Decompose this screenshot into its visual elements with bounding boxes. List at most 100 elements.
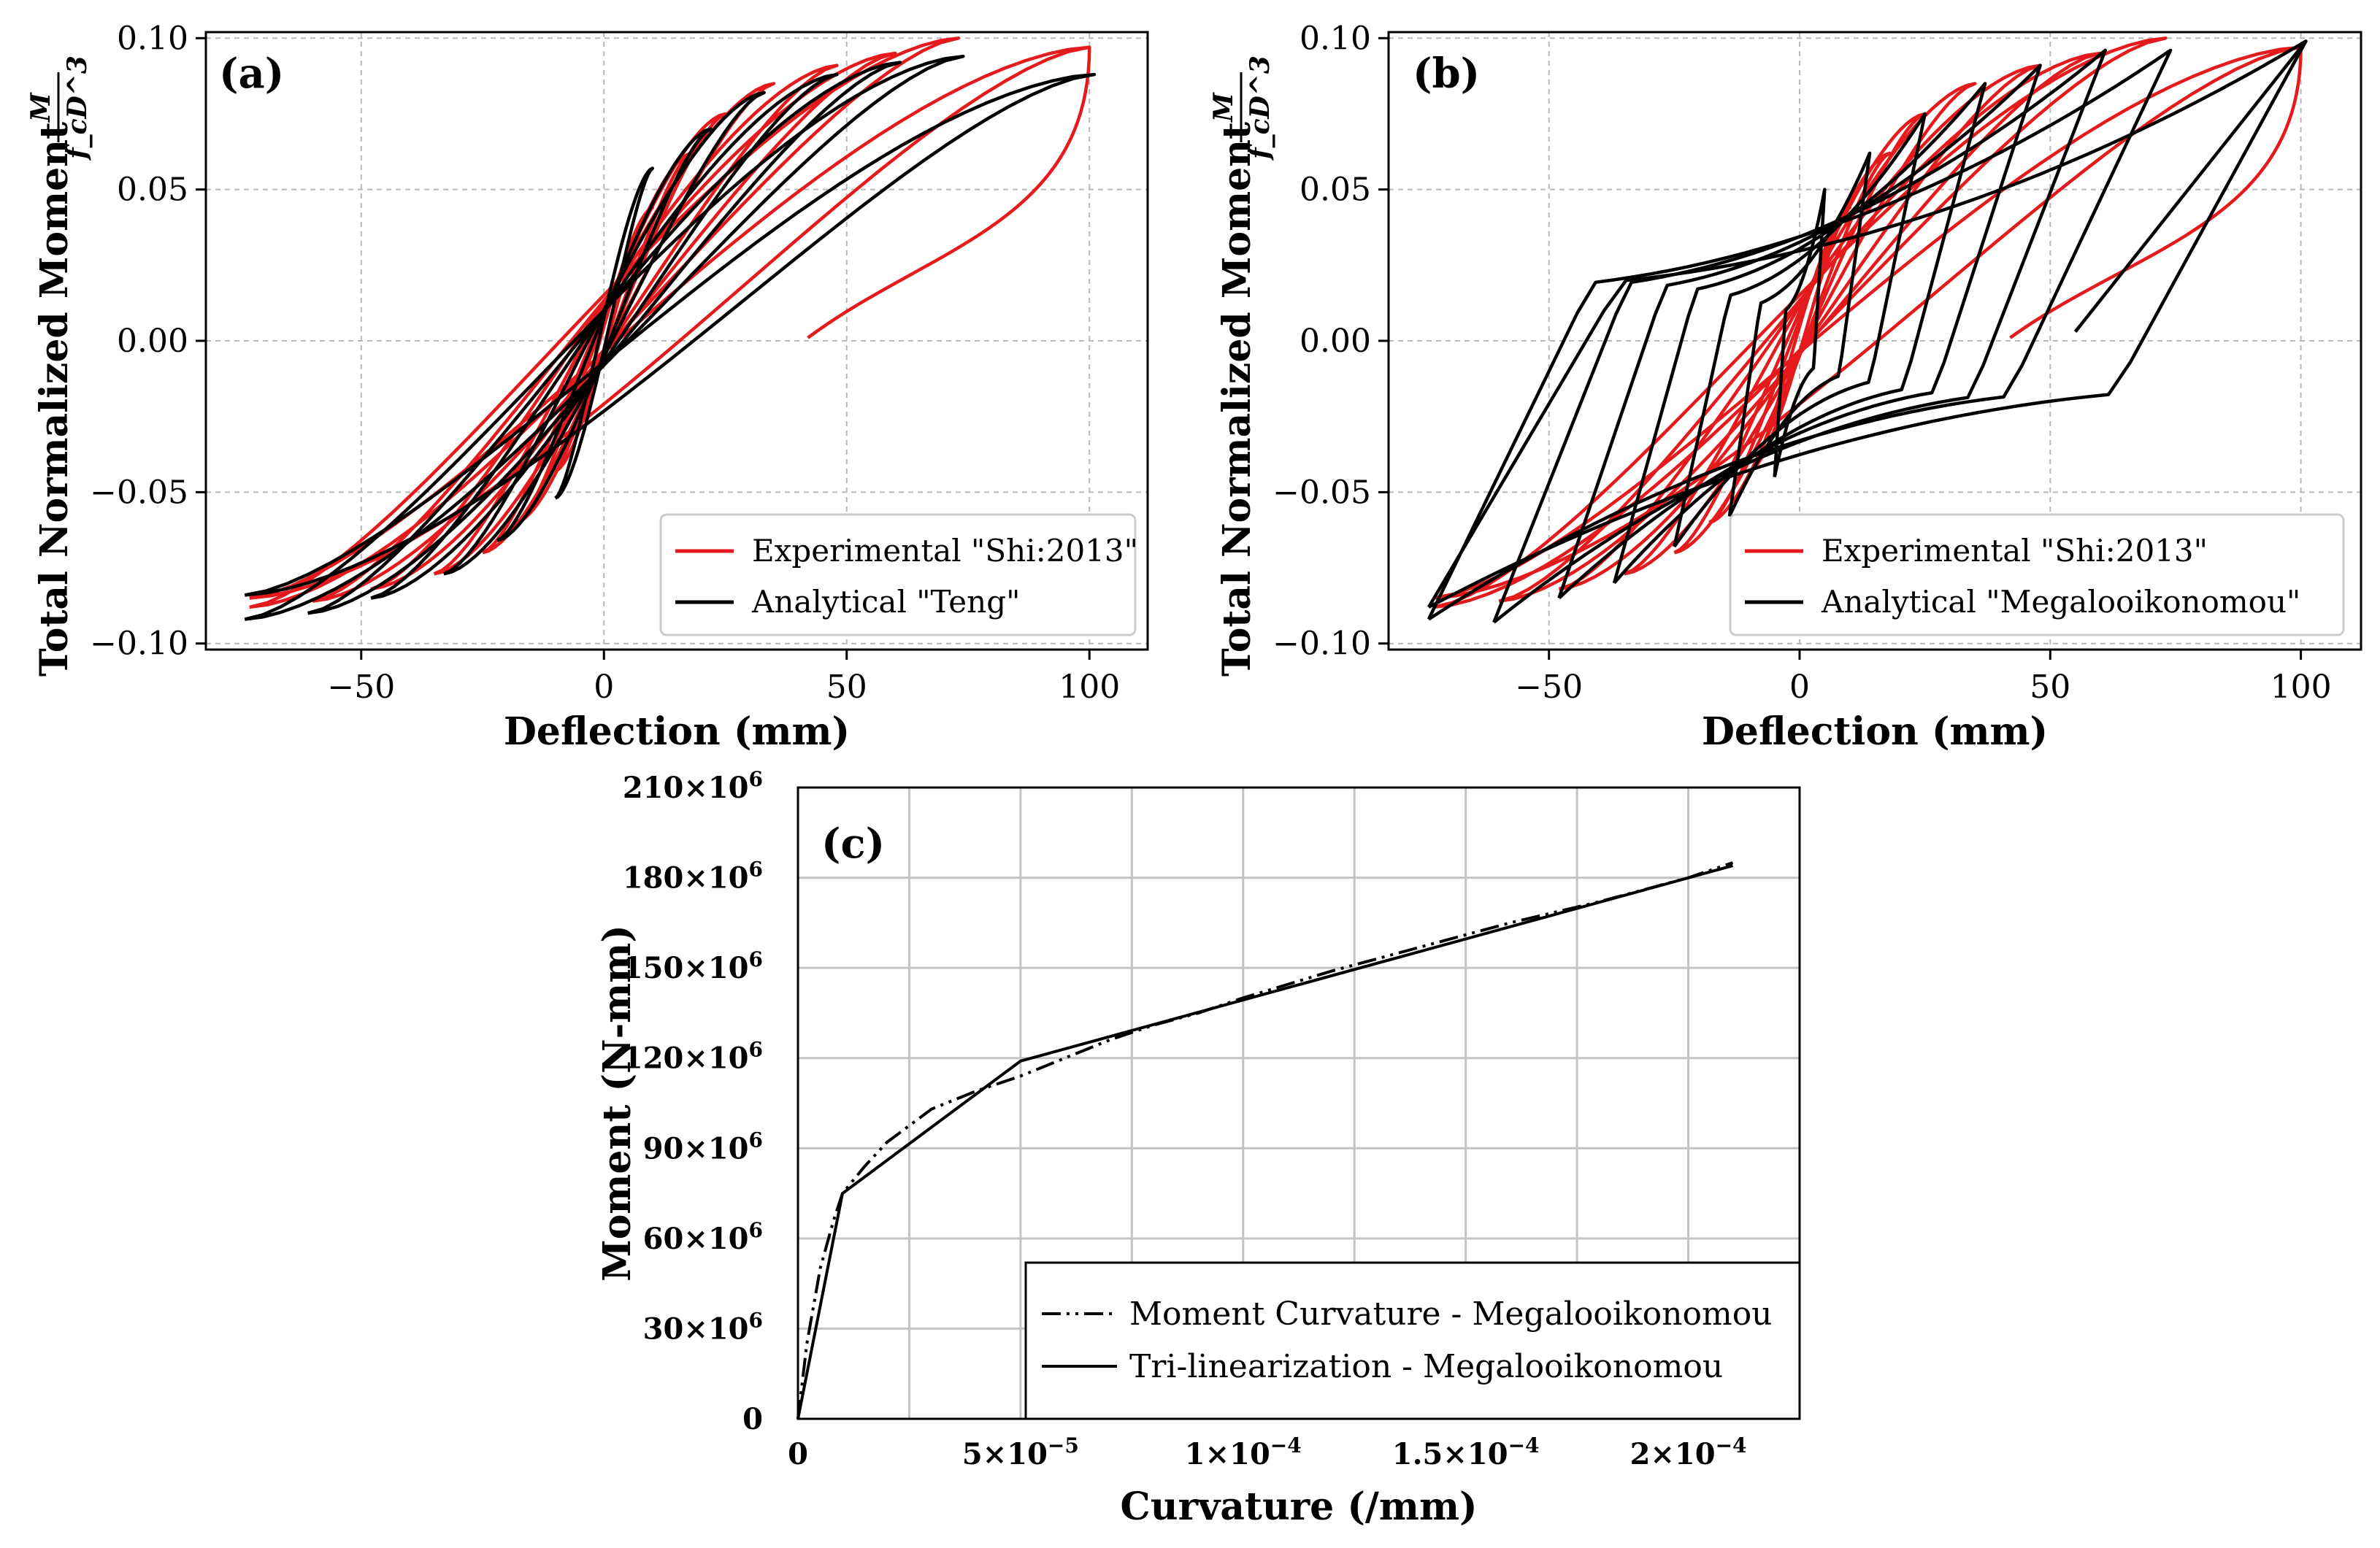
y-axis-label: Total Normalized Moment (1215, 122, 1259, 677)
x-tick-label: 0 (788, 1437, 808, 1471)
legend-box (1729, 513, 2345, 636)
series-1 (244, 54, 1097, 621)
legend-label: Tri-linearization - Megalooikonomou (1129, 1348, 1723, 1385)
y-axis-label: Total Normalized Moment (32, 122, 77, 677)
x-tick-label: −50 (1515, 669, 1583, 706)
hysteresis-loop (244, 72, 1097, 597)
y-tick-label: −0.05 (1272, 474, 1371, 511)
y-tick-exponent: 6 (749, 947, 763, 971)
unloading-branch (807, 47, 1091, 339)
x-tick-label: 50 (826, 669, 867, 706)
x-tick-mantissa: 1.5×10 (1392, 1437, 1508, 1471)
x-tick-mantissa: 5×10 (962, 1437, 1048, 1471)
hysteresis-loop (249, 36, 960, 609)
y-tick-mantissa: 150×10 (623, 951, 749, 985)
x-tick-exponent: −4 (1716, 1433, 1747, 1457)
unloading-branch (2009, 47, 2303, 339)
series-line-0 (796, 861, 1734, 1420)
y-axis-label-group: Moment (N-mm) (595, 925, 640, 1282)
y-tick-mantissa: 210×10 (623, 771, 749, 805)
y-tick-label: −0.05 (90, 474, 188, 511)
y-tick-label: 210×106 (623, 767, 763, 805)
chart-b: −50 0 50 100 −0.10 −0.05 0.00 0.05 0.10 (b) Deflec… (1208, 20, 2362, 754)
y-tick-exponent: 6 (749, 1308, 763, 1332)
panel-label: (c) (821, 820, 885, 868)
y-tick-label: 0.05 (117, 172, 188, 209)
y-tick-label: 30×106 (643, 1308, 763, 1346)
x-tick-mantissa: 2×10 (1630, 1437, 1716, 1471)
hysteresis-loop (1427, 48, 2173, 621)
y-tick-label: 90×106 (643, 1128, 763, 1166)
y-tick-exponent: 6 (749, 1038, 763, 1062)
y-tick-mantissa: 120×10 (623, 1041, 749, 1076)
y-tick-exponent: 6 (749, 858, 763, 882)
y-tick-label: 0.05 (1300, 172, 1371, 209)
x-tick-exponent: −5 (1048, 1433, 1079, 1457)
x-tick-mantissa: 1×10 (1185, 1437, 1270, 1471)
y-axis-fraction-numerator: M (26, 92, 56, 123)
y-tick-exponent: 6 (749, 1128, 763, 1152)
legend-box (1024, 1261, 1801, 1420)
x-tick-label: 50 (2030, 669, 2070, 706)
x-tick-label: −50 (327, 669, 395, 706)
x-tick-label: 1.5×10−4 (1392, 1433, 1540, 1471)
x-tick-exponent: −4 (1270, 1433, 1302, 1457)
x-tick-label: 2×10−4 (1630, 1433, 1747, 1471)
y-axis-fraction-denominator: f_cD^3 (62, 55, 93, 161)
y-axis-fraction-numerator: M (1208, 92, 1239, 123)
y-tick-label: 0 (742, 1402, 763, 1436)
y-axis-label: Moment (N-mm) (595, 925, 640, 1282)
chart-a: −50 0 50 100 −0.10 −0.05 0.00 0.05 0.10 (a) Deflec… (26, 20, 1149, 754)
panel-label: (a) (219, 50, 284, 98)
x-axis-label: Deflection (mm) (504, 709, 850, 754)
legend-label: Analytical "Megalooikonomou" (1821, 584, 2300, 620)
x-tick-label: 1×10−4 (1185, 1433, 1302, 1471)
y-tick-exponent: 6 (749, 767, 763, 791)
series-1 (1427, 39, 2308, 624)
y-tick-label: 150×106 (623, 947, 763, 985)
y-tick-label: −0.10 (1272, 625, 1371, 663)
y-tick-label: 0.10 (117, 20, 188, 57)
y-tick-mantissa: 90×10 (643, 1131, 749, 1166)
x-axis-label: Curvature (/mm) (1120, 1485, 1477, 1529)
x-tick-label: 5×10−5 (962, 1433, 1079, 1471)
y-tick-exponent: 6 (749, 1218, 763, 1242)
y-axis-fraction-denominator: f_cD^3 (1245, 55, 1275, 161)
y-tick-label: 60×106 (643, 1218, 763, 1256)
y-tick-label: 0.00 (117, 323, 188, 360)
legend-label: Moment Curvature - Megalooikonomou (1129, 1295, 1773, 1333)
unloading-branch (2073, 40, 2308, 333)
y-tick-label: 0.00 (1300, 323, 1371, 360)
hysteresis-loop (1433, 36, 2168, 609)
hysteresis-loop (1708, 151, 1892, 524)
y-tick-mantissa: 180×10 (623, 861, 749, 896)
y-tick-mantissa: 60×10 (643, 1222, 749, 1256)
panel-label: (b) (1413, 50, 1480, 98)
series-line-1 (796, 864, 1734, 1420)
y-tick-label: −0.10 (90, 625, 188, 663)
y-tick-label: 180×106 (623, 858, 763, 896)
hysteresis-loop (244, 54, 965, 621)
legend-label: Analytical "Teng" (751, 584, 1020, 620)
hysteresis-loop (442, 91, 766, 576)
hysteresis-loop (312, 51, 897, 603)
y-tick-label: 0.10 (1300, 20, 1371, 57)
hysteresis-loop (307, 61, 902, 615)
y-tick-label: 120×106 (623, 1038, 763, 1076)
legend-label: Experimental "Shi:2013" (1822, 533, 2208, 569)
x-tick-label: 100 (1059, 669, 1120, 706)
hysteresis-loop (1427, 39, 2308, 609)
chart-c: 0 5×10−5 1×10−4 1.5×10−4 2×10−4030×10660×106… (595, 767, 1801, 1529)
y-tick-mantissa: 30×10 (643, 1312, 749, 1346)
hysteresis-loop (1673, 112, 1927, 548)
x-axis-label: Deflection (mm) (1702, 709, 2048, 754)
hysteresis-loop (1623, 82, 1977, 576)
x-tick-label: 100 (2270, 669, 2332, 706)
x-tick-label: 0 (594, 669, 614, 706)
x-tick-exponent: −4 (1508, 1433, 1540, 1457)
series-0 (249, 36, 1091, 609)
legend-box (659, 513, 1137, 636)
